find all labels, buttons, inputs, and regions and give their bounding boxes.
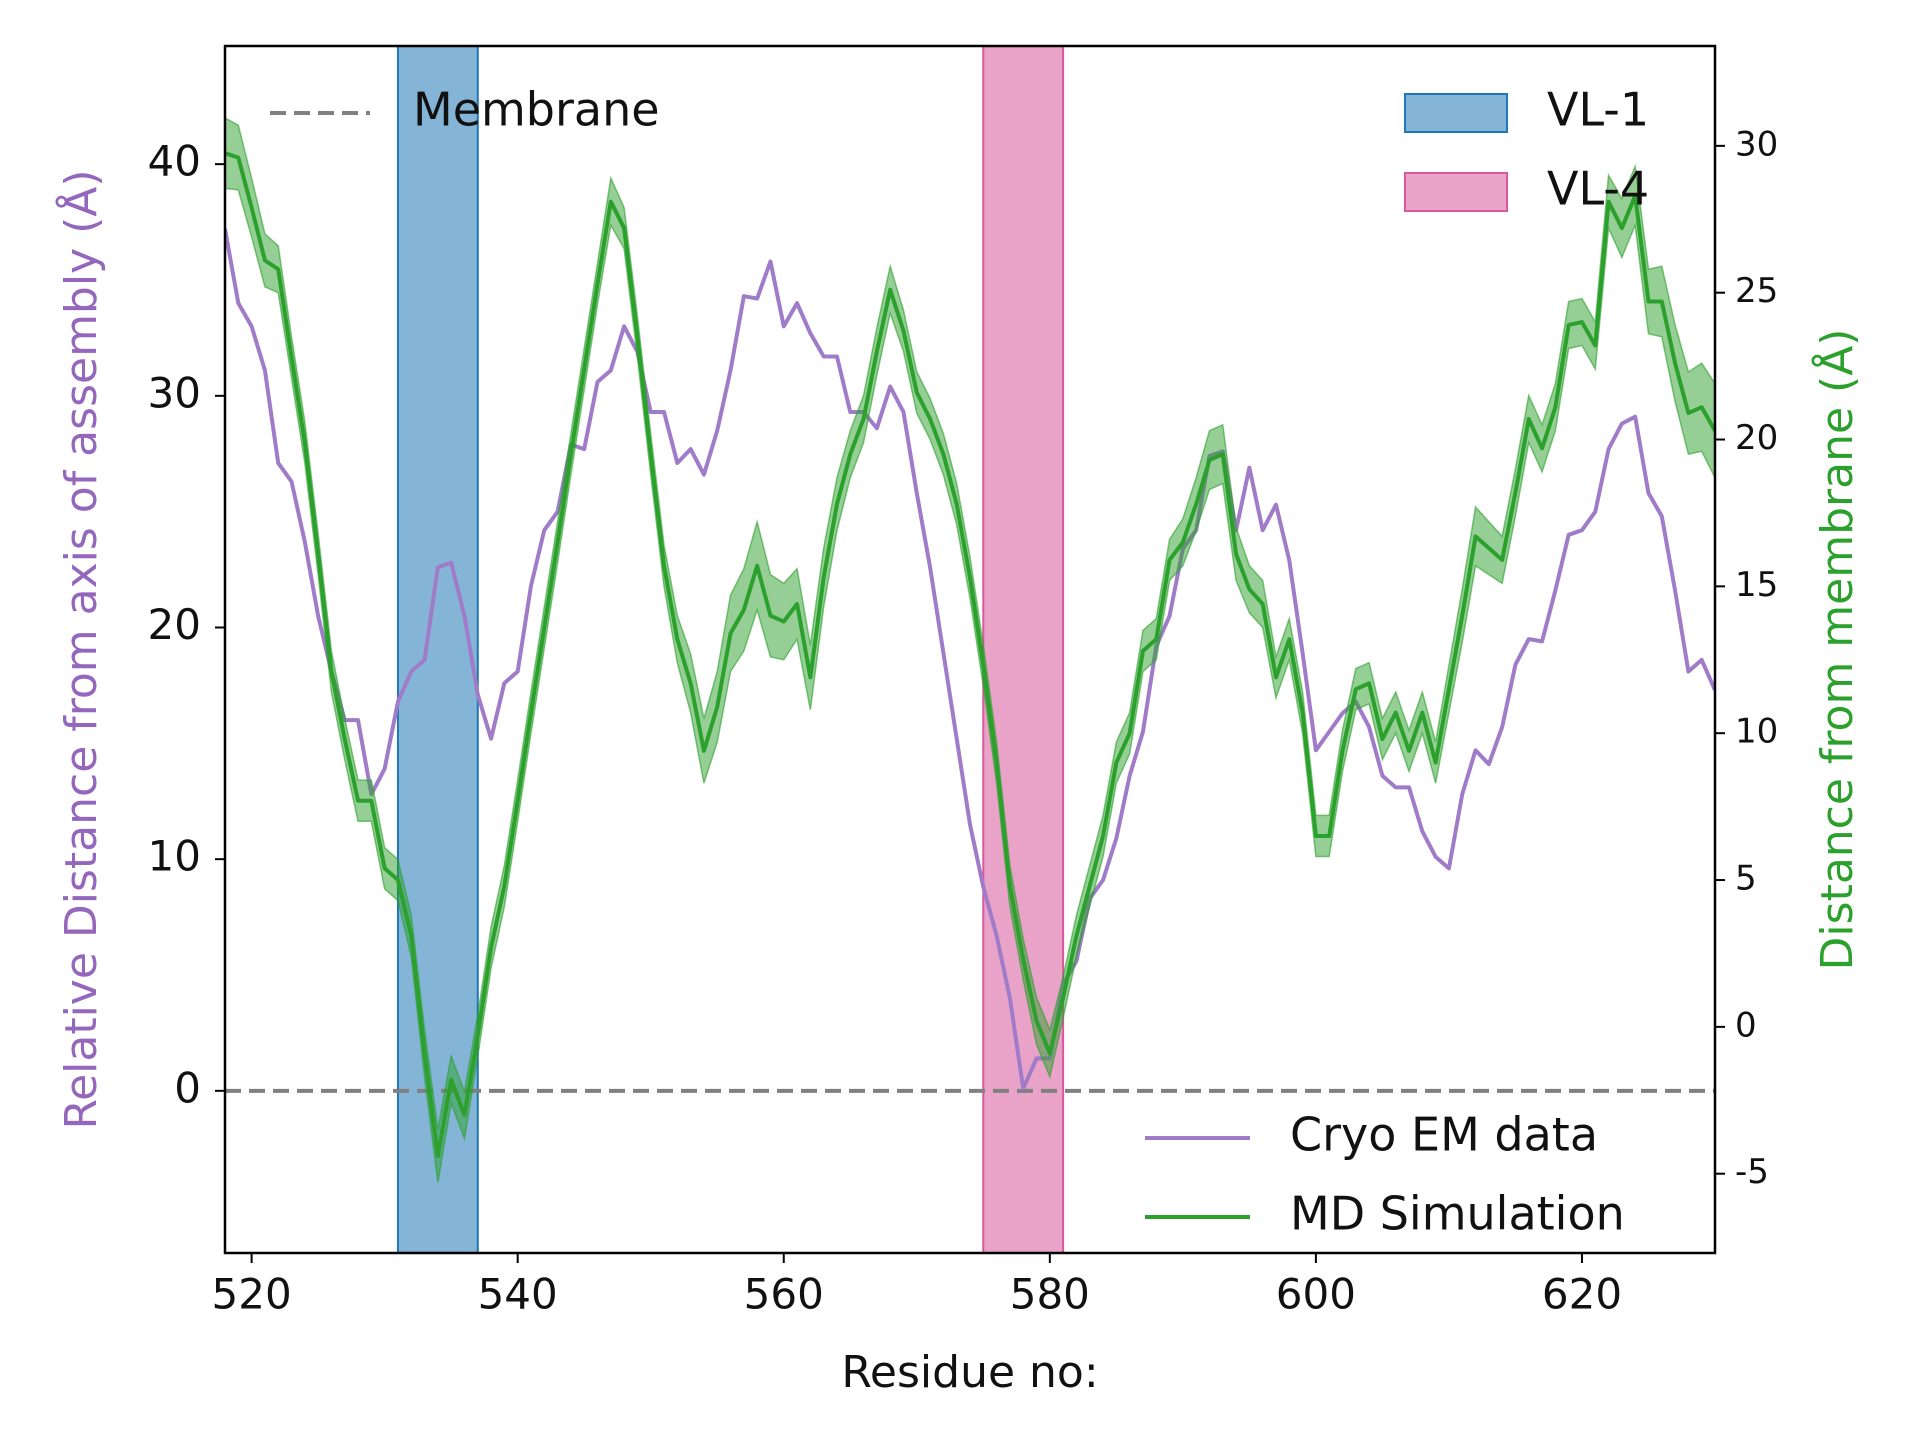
y2-tick-label: 0 [1735, 1005, 1757, 1045]
y2-tick-label: 25 [1735, 271, 1778, 311]
y-tick-label: 20 [148, 600, 201, 649]
y2-tick-label: 10 [1735, 712, 1778, 752]
y-tick-label: 0 [174, 1063, 201, 1112]
y2-tick-label: 30 [1735, 124, 1778, 164]
x-axis-label: Residue no: [841, 1347, 1098, 1398]
legend-patch [1404, 172, 1508, 212]
legend-label: VL-4 [1547, 162, 1649, 216]
y2-tick-label: 15 [1735, 565, 1778, 605]
error-band [225, 117, 1715, 1183]
legend-label: MD Simulation [1290, 1187, 1625, 1241]
series-line [225, 228, 1715, 1091]
y2-tick-label: -5 [1735, 1152, 1769, 1192]
legend-label: VL-1 [1547, 83, 1649, 137]
legend-label: Cryo EM data [1290, 1108, 1598, 1162]
frame [223, 44, 1717, 1255]
x-tick-label: 600 [1276, 1270, 1356, 1319]
x-tick-label: 520 [212, 1270, 292, 1319]
plot-layer [225, 46, 1715, 1253]
legend-label: Membrane [413, 83, 660, 137]
legend-patch [1404, 93, 1508, 133]
span [396, 46, 479, 1253]
y-tick-label: 30 [148, 368, 201, 417]
y2-axis-label: Distance from membrane (Å) [1810, 329, 1863, 971]
x-tick-label: 540 [478, 1270, 558, 1319]
x-tick-label: 580 [1010, 1270, 1090, 1319]
y2-tick-label: 20 [1735, 418, 1778, 458]
y-axis-label: Relative Distance from axis of assembly … [54, 169, 107, 1129]
x-tick-label: 620 [1542, 1270, 1622, 1319]
series-line [225, 151, 1715, 1159]
y-tick-label: 40 [148, 137, 201, 186]
y-tick-label: 10 [148, 832, 201, 881]
x-tick-label: 560 [744, 1270, 824, 1319]
y2-tick-label: 5 [1735, 859, 1757, 899]
